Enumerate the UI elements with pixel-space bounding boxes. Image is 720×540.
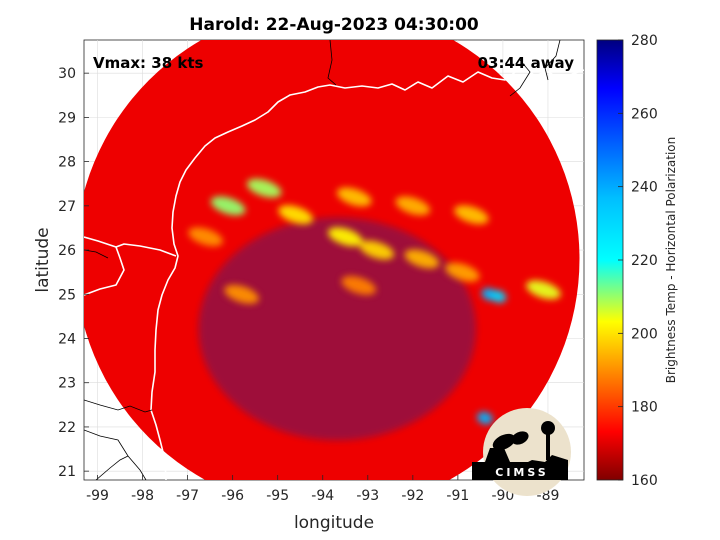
colorbar-tick-label: 160: [631, 473, 658, 489]
y-tick-label: 26: [58, 243, 76, 259]
convection-feature: [526, 280, 561, 300]
convection-feature: [454, 205, 489, 225]
cimss-logo-text: CIMSS: [495, 466, 548, 479]
chart-title: Harold: 22-Aug-2023 04:30:00: [189, 15, 479, 35]
colorbar-tick-label: 220: [631, 253, 658, 269]
convection-feature: [210, 196, 246, 216]
convection-feature: [477, 411, 493, 425]
x-tick-label: -95: [266, 488, 289, 504]
x-tick-label: -97: [176, 488, 199, 504]
colorbar-tick-label: 280: [631, 33, 658, 49]
x-tick-label: -92: [401, 488, 424, 504]
convection-feature: [395, 196, 431, 216]
x-tick-label: -94: [311, 488, 334, 504]
convection-feature: [336, 187, 372, 207]
x-tick-label: -91: [446, 488, 469, 504]
colorbar-ticks: 160 180 200 220 240 260 280: [618, 33, 658, 489]
colorbar-tick-label: 200: [631, 326, 658, 342]
convection-feature: [327, 227, 363, 247]
convection-feature: [490, 290, 507, 303]
swath-layer: [84, 40, 580, 480]
y-axis-label: latitude: [33, 227, 53, 292]
convection-feature: [404, 249, 440, 269]
y-tick-label: 30: [58, 66, 76, 82]
colorbar: 160 180 200 220 240 260 280 Brightness Temp - …: [596, 33, 678, 489]
convection-feature: [445, 262, 480, 282]
coastline: [84, 67, 584, 480]
convection-feature: [224, 284, 259, 304]
colorbar-tick-label: 240: [631, 180, 658, 196]
vmax-annotation: Vmax: 38 kts: [93, 54, 203, 72]
colorbar-label: Brightness Temp - Horizontal Polarizatio…: [664, 137, 678, 384]
x-axis-label: longitude: [294, 513, 374, 533]
y-tick-label: 29: [58, 110, 76, 126]
x-tick-label: -99: [86, 488, 109, 504]
swath-core: [198, 217, 476, 441]
time-away-annotation: 03:44 away: [478, 54, 575, 72]
x-tick-label: -90: [491, 488, 514, 504]
convection-feature: [278, 205, 314, 225]
axis-ticks: -99 -98 -97 -96 -95 -94 -93 -92 -91 -90 -892122232…: [58, 66, 559, 504]
y-tick-label: 25: [58, 287, 76, 303]
y-tick-label: 21: [58, 464, 76, 480]
colorbar-tick-label: 180: [631, 400, 658, 416]
y-tick-label: 27: [58, 199, 76, 215]
x-tick-label: -96: [221, 488, 244, 504]
y-tick-label: 28: [58, 155, 76, 171]
convection-features: [188, 178, 561, 425]
cimss-logo: CIMSS: [472, 408, 571, 496]
inland-borders: [84, 40, 561, 480]
colorbar-tick-label: 260: [631, 106, 658, 122]
convection-feature: [246, 178, 282, 198]
convection-feature: [359, 240, 395, 260]
convection-feature: [341, 276, 377, 295]
x-tick-label: -98: [131, 488, 154, 504]
y-tick-label: 22: [58, 420, 76, 436]
y-tick-label: 23: [58, 376, 76, 392]
convection-feature: [188, 227, 223, 247]
x-tick-label: -93: [356, 488, 379, 504]
y-tick-label: 24: [58, 331, 76, 347]
